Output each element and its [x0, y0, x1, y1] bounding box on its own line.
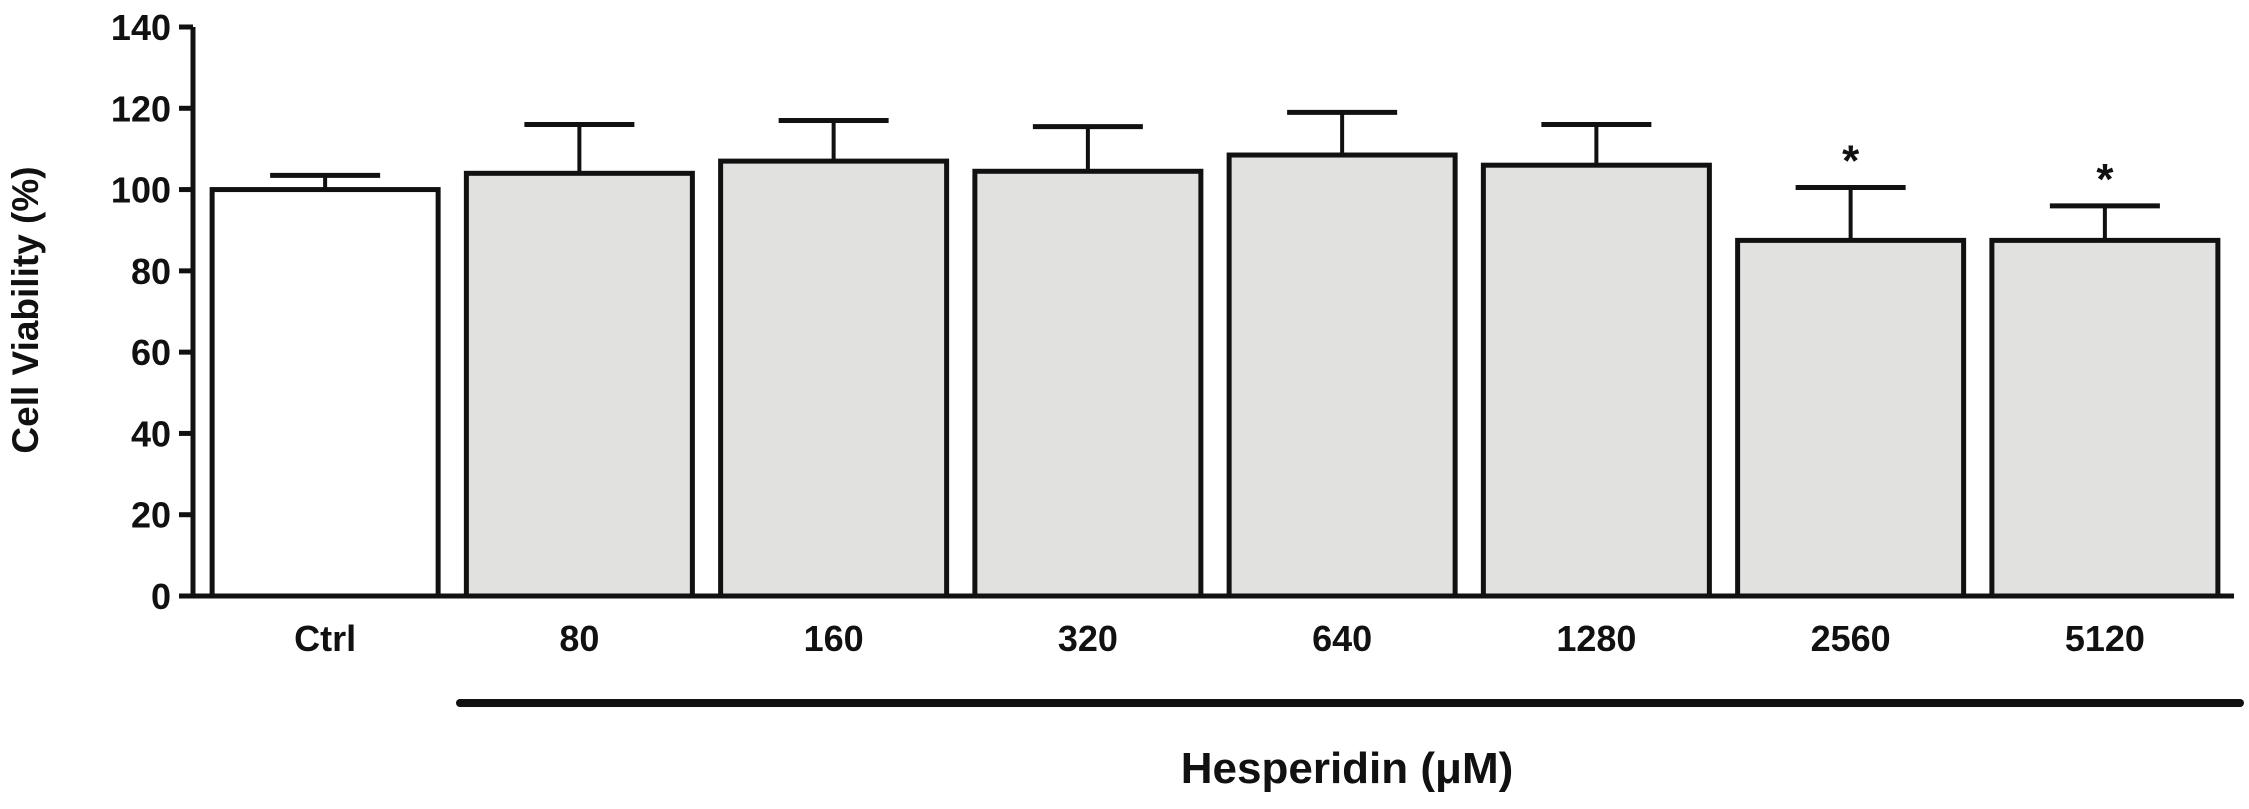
y-tick-label: 0 [151, 576, 171, 617]
x-tick-label: 160 [804, 618, 864, 659]
x-axis: Ctrl 80 160 320 640 1280 2560 5120 [191, 593, 2234, 659]
x-tick-label: 5120 [2065, 618, 2145, 659]
bar-320 [972, 168, 1204, 599]
y-tick-label: 60 [131, 332, 171, 373]
y-tick-label: 20 [131, 495, 171, 536]
bar-5120 [1989, 237, 2221, 599]
bar-80 [463, 170, 695, 599]
y-tick-label: 40 [131, 413, 171, 454]
bar-640 [1226, 152, 1458, 599]
bar-Ctrl [209, 187, 441, 599]
x-tick-label: 80 [559, 618, 599, 659]
error-bars: * * [270, 109, 2160, 241]
y-tick-label: 100 [111, 170, 171, 211]
bar-160 [718, 158, 950, 599]
x-tick-label: 320 [1058, 618, 1118, 659]
y-tick-label: 140 [111, 7, 171, 48]
y-axis-title: Cell Viability (%) [5, 166, 46, 453]
y-axis: 0 20 40 60 80 100 120 140 [111, 7, 196, 617]
x-tick-label: 2560 [1811, 618, 1891, 659]
significance-marker: * [2096, 155, 2114, 204]
x-tick-label: Ctrl [294, 618, 356, 659]
x-tick-label: 640 [1312, 618, 1372, 659]
x-axis-title: Hesperidin (μM) [1181, 744, 1514, 793]
significance-marker: * [1842, 137, 1860, 186]
x-tick-label: 1280 [1556, 618, 1636, 659]
bar-2560 [1735, 237, 1967, 599]
y-tick-label: 80 [131, 251, 171, 292]
bar-1280 [1480, 162, 1712, 599]
bars [209, 152, 2221, 599]
y-tick-label: 120 [111, 88, 171, 129]
